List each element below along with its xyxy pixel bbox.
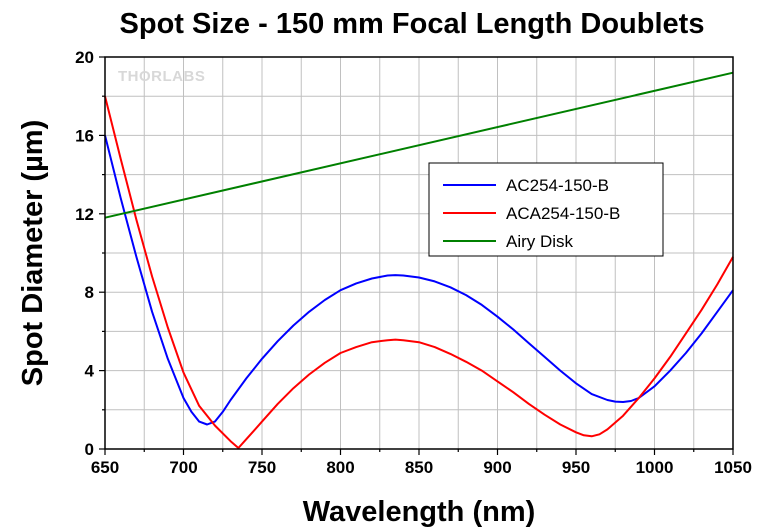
legend-label: Airy Disk — [506, 232, 574, 251]
legend-label: ACA254-150-B — [506, 204, 620, 223]
chart-title: Spot Size - 150 mm Focal Length Doublets — [120, 8, 705, 40]
legend: AC254-150-B ACA254-150-B Airy Disk — [428, 162, 664, 257]
y-tick-label: 12 — [75, 205, 94, 224]
x-tick-label: 950 — [562, 458, 590, 477]
x-axis-label: Wavelength (nm) — [303, 496, 536, 528]
x-tick-label: 800 — [326, 458, 354, 477]
watermark: THORLABS — [118, 68, 205, 85]
y-tick-label: 8 — [85, 283, 94, 302]
x-tick-label: 750 — [248, 458, 276, 477]
x-tick-label: 650 — [91, 458, 119, 477]
x-tick-label: 900 — [483, 458, 511, 477]
series-group — [104, 71, 734, 449]
y-tick-label: 16 — [75, 126, 94, 145]
x-tick-label: 850 — [405, 458, 433, 477]
y-tick-label: 20 — [75, 48, 94, 67]
legend-label: AC254-150-B — [506, 176, 609, 195]
axis-ticks: 650 700 750 800 850 900 950 1000 1050 0 4 8 12 16 20 — [75, 48, 752, 477]
thorlabs-watermark: THORLABS — [118, 68, 205, 85]
x-tick-label: 1000 — [636, 458, 674, 477]
x-tick-label: 1050 — [714, 458, 752, 477]
series-line-3 — [104, 71, 734, 219]
y-tick-label: 4 — [85, 362, 95, 381]
x-tick-label: 700 — [169, 458, 197, 477]
series-line-2 — [104, 95, 734, 449]
y-axis-label: Spot Diameter (µm) — [17, 120, 49, 386]
series-line-1 — [104, 135, 734, 426]
y-tick-label: 0 — [85, 440, 94, 459]
